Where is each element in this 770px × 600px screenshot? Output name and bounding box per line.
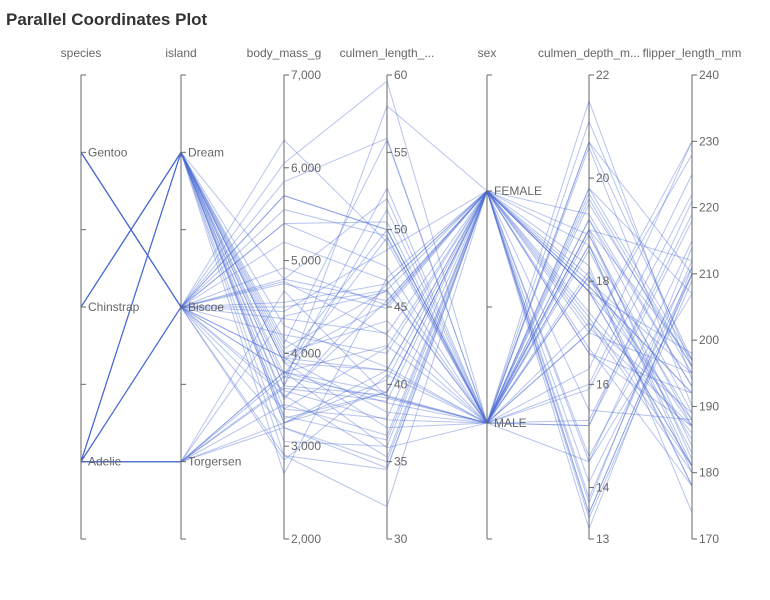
axis-culmen_depth_mm: culmen_depth_m... 13 14 16 18 20 22: [538, 46, 640, 546]
tick-label: 30: [394, 532, 408, 546]
tick-label: 18: [596, 274, 610, 288]
tick-label: 60: [394, 68, 408, 82]
tick-label: 16: [596, 377, 610, 391]
tick-label: 22: [596, 68, 610, 82]
category-label: Gentoo: [88, 145, 128, 159]
tick-label: 40: [394, 377, 408, 391]
axes: species Gentoo Chinstrap Adelie island Dream B…: [61, 46, 742, 546]
axis-title: flipper_length_mm: [643, 46, 742, 60]
tick-label: 3,000: [291, 439, 321, 453]
tick-label: 230: [699, 134, 719, 148]
tick-label: 20: [596, 171, 610, 185]
tick-label: 45: [394, 300, 408, 314]
axis-title: sex: [478, 46, 497, 60]
tick-label: 13: [596, 532, 610, 546]
tick-label: 200: [699, 333, 719, 347]
axis-title: culmen_depth_m...: [538, 46, 640, 60]
tick-label: 4,000: [291, 346, 321, 360]
category-label: Torgersen: [188, 455, 241, 469]
axis-body_mass_g: body_mass_g 2,000 3,000 4,000 5,000 6,000 7,00…: [247, 46, 322, 546]
tick-label: 190: [699, 399, 719, 413]
category-label: Dream: [188, 145, 224, 159]
tick-label: 5,000: [291, 254, 321, 268]
axis-title: island: [165, 46, 196, 60]
category-label: MALE: [494, 416, 527, 430]
tick-label: 50: [394, 223, 408, 237]
tick-label: 220: [699, 201, 719, 215]
tick-label: 14: [596, 480, 610, 494]
category-label: Biscoe: [188, 300, 224, 314]
tick-label: 170: [699, 532, 719, 546]
tick-label: 7,000: [291, 68, 321, 82]
tick-label: 35: [394, 455, 408, 469]
axis-culmen_length_mm: culmen_length_... 30 35 40 45 50 55 60: [340, 46, 435, 546]
tick-label: 6,000: [291, 161, 321, 175]
category-label: FEMALE: [494, 184, 542, 198]
axis-title: body_mass_g: [247, 46, 322, 60]
axis-title: culmen_length_...: [340, 46, 435, 60]
tick-label: 210: [699, 267, 719, 281]
category-label: Chinstrap: [88, 300, 140, 314]
axis-title: species: [61, 46, 102, 60]
axis-island: island Dream Biscoe Torgersen: [165, 46, 241, 540]
category-label: Adelie: [88, 455, 122, 469]
axis-flipper_length_mm: flipper_length_mm 170 180 190 200 210 220 230 24…: [643, 46, 742, 546]
axis-sex: sex FEMALE MALE: [478, 46, 542, 540]
chart-title: Parallel Coordinates Plot: [6, 10, 208, 29]
axis-species: species Gentoo Chinstrap Adelie: [61, 46, 140, 540]
tick-label: 240: [699, 68, 719, 82]
tick-label: 2,000: [291, 532, 321, 546]
tick-label: 180: [699, 466, 719, 480]
tick-label: 55: [394, 145, 408, 159]
